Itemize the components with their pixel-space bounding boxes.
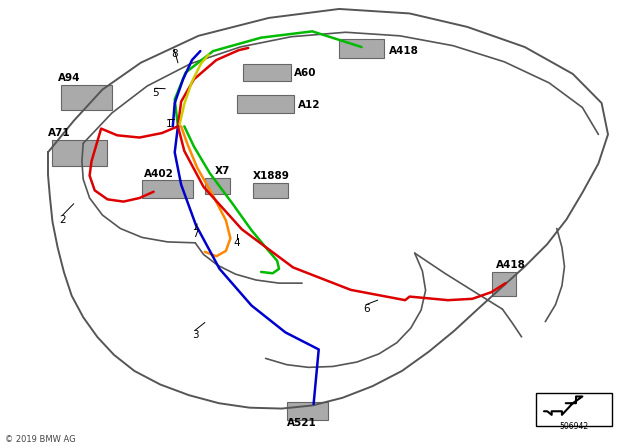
- Bar: [243, 64, 291, 81]
- Text: A94: A94: [58, 73, 80, 83]
- Text: 3: 3: [192, 330, 198, 340]
- Bar: [536, 393, 612, 426]
- Text: A418: A418: [389, 46, 419, 56]
- Bar: [339, 39, 384, 58]
- Text: A71: A71: [48, 128, 70, 138]
- Text: A418: A418: [496, 260, 526, 270]
- Text: 4: 4: [234, 238, 240, 248]
- Bar: [142, 180, 193, 198]
- Bar: [287, 402, 328, 420]
- Bar: [237, 95, 294, 113]
- Text: A521: A521: [287, 418, 316, 428]
- Text: 2: 2: [60, 215, 66, 224]
- Text: © 2019 BMW AG: © 2019 BMW AG: [5, 435, 76, 444]
- Text: A402: A402: [144, 169, 174, 179]
- Text: 1: 1: [166, 119, 173, 129]
- Bar: [61, 85, 112, 110]
- Text: 6: 6: [363, 304, 369, 314]
- Bar: [253, 183, 288, 198]
- Bar: [52, 140, 107, 166]
- Text: 5: 5: [152, 88, 159, 98]
- Text: A12: A12: [298, 100, 320, 110]
- Text: X1889: X1889: [253, 171, 290, 181]
- Text: 7: 7: [192, 229, 198, 239]
- Bar: [492, 272, 516, 296]
- Bar: [205, 178, 230, 194]
- Text: A60: A60: [294, 68, 317, 78]
- Text: X7: X7: [214, 166, 230, 176]
- Text: 8: 8: [171, 49, 177, 59]
- Text: 506942: 506942: [559, 422, 589, 431]
